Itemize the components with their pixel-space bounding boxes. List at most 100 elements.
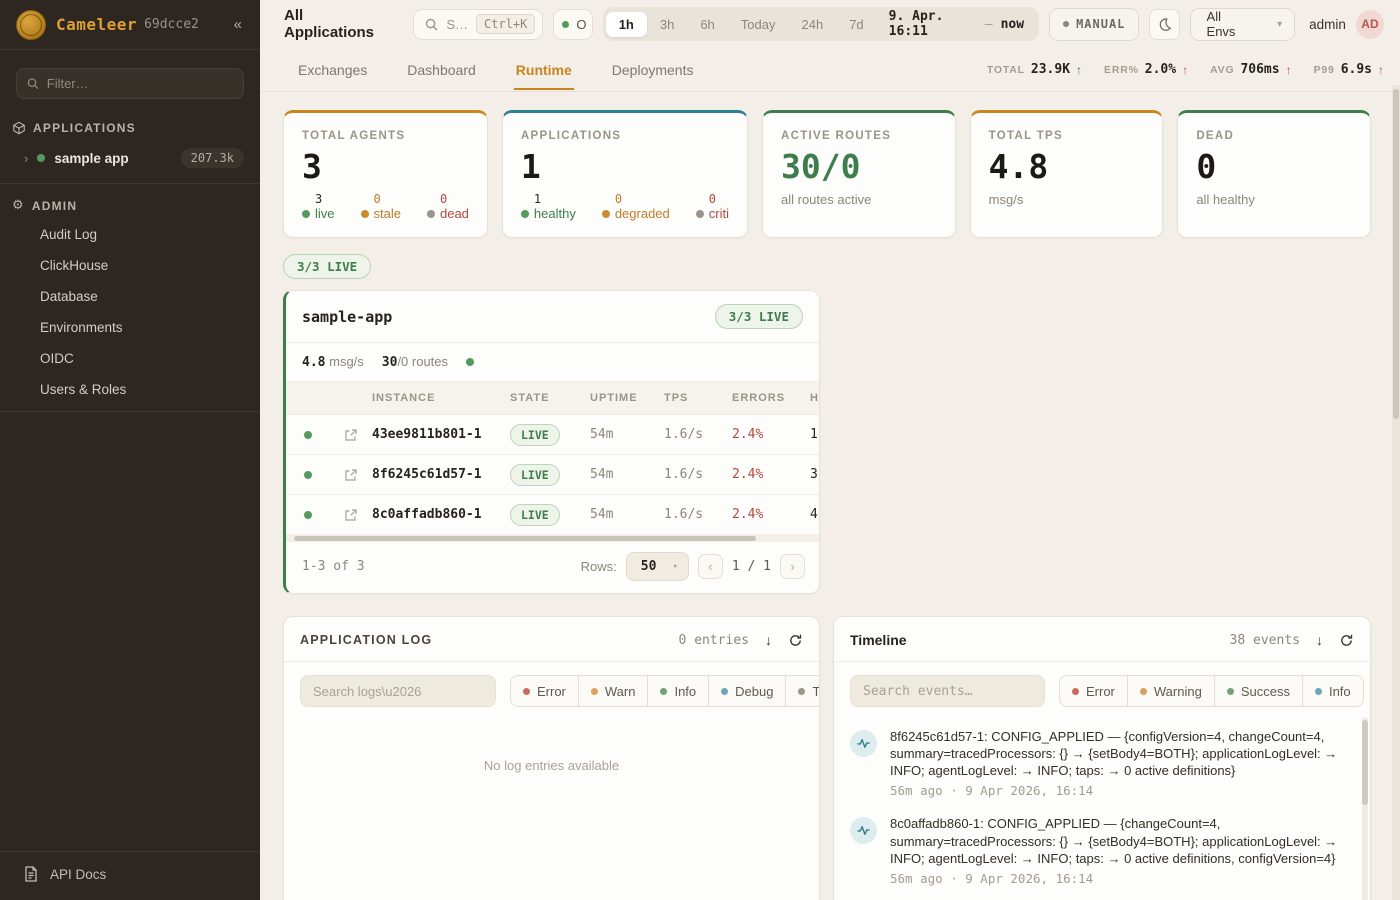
log-filter-debug[interactable]: Debug: [709, 675, 787, 707]
range-3h[interactable]: 3h: [647, 12, 687, 37]
sidebar-item-sample-app[interactable]: › sample app 207.3k: [0, 141, 260, 177]
card-title: TOTAL AGENTS: [302, 130, 406, 142]
tab-dashboard[interactable]: Dashboard: [407, 61, 476, 78]
external-link-icon[interactable]: [330, 468, 372, 482]
range-to: now: [1000, 16, 1025, 32]
tab-exchanges[interactable]: Exchanges: [298, 61, 368, 78]
event-type-chips: Error Warning Success Info: [1059, 675, 1364, 707]
instance-status-dot: [304, 470, 312, 479]
warn-dot-icon: [590, 687, 598, 695]
next-page-button[interactable]: ›: [780, 554, 805, 579]
app-status-dot: [37, 154, 46, 162]
theme-toggle-button[interactable]: [1149, 8, 1180, 40]
avatar[interactable]: AD: [1355, 9, 1385, 39]
col-uptime: UPTIME: [590, 392, 638, 404]
live-dot-icon: [302, 209, 310, 218]
refresh-icon[interactable]: [788, 633, 803, 648]
chevron-down-icon: ▾: [1277, 18, 1283, 30]
timeline-filter-warning[interactable]: Warning: [1127, 675, 1215, 707]
sidebar-filter-input[interactable]: [46, 76, 233, 91]
timeline-scrollbar[interactable]: [1362, 717, 1368, 900]
range-24h[interactable]: 24h: [789, 12, 837, 37]
log-search-input[interactable]: [300, 675, 496, 707]
range-7d[interactable]: 7d: [836, 12, 876, 37]
sidebar-item-clickhouse[interactable]: ClickHouse: [40, 258, 109, 273]
range-1h[interactable]: 1h: [605, 11, 647, 37]
date-range-display[interactable]: 9. Apr. 16:11 – now: [877, 9, 1036, 39]
download-icon[interactable]: ↓: [1316, 632, 1323, 648]
state-badge: LIVE: [510, 503, 560, 526]
env-select[interactable]: All Envs ▾: [1189, 7, 1296, 41]
list-item[interactable]: 8c0affadb860-1: CONFIG_APPLIED — {change…: [850, 815, 1350, 886]
log-empty-message: No log entries available: [483, 758, 620, 773]
table-row[interactable]: 8f6245c61d57-1 LIVE 54m 1.6/s 2.4% 3: [286, 455, 819, 495]
range-6h[interactable]: 6h: [687, 12, 727, 37]
card-total-tps: TOTAL TPS 4.8 msg/s: [969, 110, 1164, 238]
cameleer-logo-icon: [16, 9, 46, 40]
timeline-search-input[interactable]: [850, 675, 1045, 707]
expand-chevron-icon[interactable]: ›: [24, 150, 29, 166]
search-placeholder: S…: [446, 16, 468, 32]
log-filter-info[interactable]: Info: [648, 675, 710, 707]
range-today[interactable]: Today: [728, 12, 789, 37]
log-filter-row: Error Warn Info Debug Trace: [284, 662, 819, 720]
activity-icon: [850, 730, 877, 757]
list-item[interactable]: 8f6245c61d57-1: CONFIG_APPLIED — {config…: [850, 728, 1350, 798]
sidebar-item-api-docs[interactable]: API Docs: [0, 851, 260, 900]
scrollbar-thumb[interactable]: [294, 536, 756, 541]
applications-section-label: APPLICATIONS: [33, 121, 136, 135]
external-link-icon[interactable]: [330, 508, 372, 522]
refresh-icon[interactable]: [1339, 633, 1354, 648]
sidebar-item-oidc[interactable]: OIDC: [40, 351, 74, 366]
prev-page-button[interactable]: ‹: [697, 554, 723, 579]
sidebar-filter[interactable]: [16, 68, 244, 99]
timeline-filter-info[interactable]: Info: [1302, 675, 1364, 707]
scrollbar-thumb[interactable]: [1362, 720, 1368, 805]
breakdown-stale: 0 stale: [360, 192, 401, 222]
table-row[interactable]: 43ee9811b801-1 LIVE 54m 1.6/s 2.4% 1: [286, 415, 819, 455]
log-filter-error[interactable]: Error: [510, 675, 579, 707]
live-overview-badge[interactable]: 3/3 LIVE: [283, 254, 372, 279]
page-size-select[interactable]: 50 ▾: [625, 552, 689, 581]
timeline-filter-row: Error Warning Success Info: [834, 662, 1370, 720]
table-horizontal-scrollbar[interactable]: [286, 535, 819, 542]
stale-dot-icon: [360, 209, 369, 218]
card-value: 4.8: [988, 147, 1049, 186]
connection-status-pill[interactable]: O: [553, 8, 593, 40]
sidebar-collapse-icon[interactable]: «: [233, 16, 242, 33]
timeline-filter-error[interactable]: Error: [1059, 675, 1128, 707]
log-filter-trace[interactable]: Trace: [786, 675, 819, 707]
col-state: STATE: [510, 392, 550, 404]
env-value: All Envs: [1206, 9, 1236, 39]
tab-deployments[interactable]: Deployments: [611, 61, 694, 78]
info-dot-icon: [660, 687, 668, 695]
instance-id: 8f6245c61d57-1: [372, 467, 482, 482]
sidebar-item-database[interactable]: Database: [40, 289, 98, 304]
table-row[interactable]: 8c0affadb860-1 LIVE 54m 1.6/s 2.4% 4: [286, 495, 819, 535]
card-dead: DEAD 0 all healthy: [1177, 110, 1371, 238]
table-pagination: 1-3 of 3 Rows: 50 ▾ ‹ 1 / 1 ›: [286, 542, 819, 593]
global-search[interactable]: S… Ctrl+K: [413, 8, 544, 40]
manual-refresh-button[interactable]: MANUAL: [1049, 7, 1140, 41]
app-health-dot-icon: [466, 358, 475, 366]
sidebar-item-audit-log[interactable]: Audit Log: [40, 227, 98, 242]
success-dot-icon: [1226, 687, 1234, 695]
dead-dot-icon: [426, 209, 435, 218]
timeline-filter-success[interactable]: Success: [1214, 675, 1303, 707]
application-metrics: 4.8 msg/s 30/0 routes: [286, 343, 819, 382]
sidebar: Cameleer 69dcce2 « APPLICATIONS › sample…: [0, 0, 260, 900]
sidebar-item-environments[interactable]: Environments: [40, 320, 123, 335]
sidebar-item-users-roles[interactable]: Users & Roles: [40, 382, 127, 397]
page-indicator: 1 / 1: [731, 559, 771, 574]
tab-runtime[interactable]: Runtime: [513, 50, 574, 90]
log-filter-warn[interactable]: Warn: [578, 675, 649, 707]
manual-dot-icon: [1063, 21, 1070, 27]
external-link-icon[interactable]: [330, 428, 372, 442]
download-icon[interactable]: ↓: [765, 632, 772, 648]
tabs-row: Exchanges Dashboard Runtime Deployments …: [260, 48, 1400, 92]
card-value: 0: [1196, 147, 1217, 186]
page-scrollbar[interactable]: [1392, 85, 1400, 900]
scrollbar-thumb[interactable]: [1393, 89, 1399, 419]
log-level-chips: Error Warn Info Debug Trace: [510, 675, 819, 707]
